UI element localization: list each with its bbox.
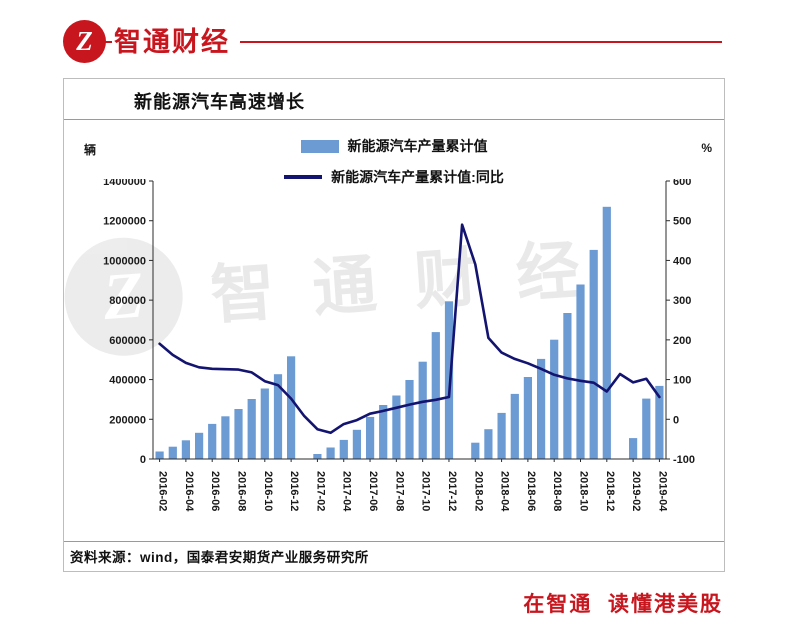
svg-text:2018-02: 2018-02 — [472, 471, 484, 511]
svg-text:2017-02: 2017-02 — [314, 471, 326, 511]
svg-text:200: 200 — [673, 335, 691, 347]
svg-text:2018-08: 2018-08 — [551, 471, 563, 511]
legend-bar-label: 新能源汽车产量累计值 — [347, 138, 488, 154]
svg-text:500: 500 — [673, 216, 691, 228]
site-slogan: 在智通 读懂港美股 — [523, 593, 723, 616]
svg-text:2018-04: 2018-04 — [499, 471, 511, 512]
svg-text:800000: 800000 — [109, 295, 146, 307]
right-axis-unit: % — [701, 141, 712, 155]
svg-text:2019-04: 2019-04 — [656, 471, 668, 512]
svg-text:2017-06: 2017-06 — [367, 471, 379, 511]
svg-text:2016-12: 2016-12 — [288, 471, 300, 511]
svg-text:400: 400 — [673, 255, 691, 267]
svg-text:200000: 200000 — [109, 414, 146, 426]
legend-line-swatch — [284, 175, 323, 179]
svg-text:0: 0 — [673, 414, 679, 426]
svg-text:1000000: 1000000 — [103, 255, 146, 267]
chart-legend: 新能源汽车产量累计值 新能源汽车产量累计值:同比 — [64, 136, 724, 187]
left-axis-unit: 辆 — [84, 143, 97, 157]
svg-text:2018-10: 2018-10 — [578, 471, 590, 511]
title-rule — [64, 119, 724, 120]
svg-text:600: 600 — [673, 179, 691, 188]
svg-text:300: 300 — [673, 295, 691, 307]
chart-title: 新能源汽车高速增长 — [134, 92, 305, 112]
svg-text:600000: 600000 — [109, 335, 146, 347]
source-note: 资料来源：wind，国泰君安期货产业服务研究所 — [70, 550, 369, 565]
brand-name: 智通财经 — [112, 25, 240, 59]
svg-text:1200000: 1200000 — [103, 216, 146, 228]
svg-text:2018-06: 2018-06 — [525, 471, 537, 511]
svg-text:2019-02: 2019-02 — [630, 471, 642, 511]
svg-text:2016-02: 2016-02 — [157, 471, 169, 511]
svg-text:2017-12: 2017-12 — [446, 471, 458, 511]
svg-text:2016-08: 2016-08 — [236, 471, 248, 511]
svg-text:400000: 400000 — [109, 375, 146, 387]
brand-divider-line — [65, 41, 722, 43]
legend-item-line: 新能源汽车产量累计值:同比 — [284, 167, 504, 187]
svg-text:2016-10: 2016-10 — [262, 471, 274, 511]
svg-text:-100: -100 — [673, 454, 695, 466]
chart-panel: Z 智通财经 新能源汽车高速增长 辆 % 新能源汽车产量累计值 新能源汽车产量累… — [60, 78, 725, 572]
legend-item-bar: 新能源汽车产量累计值 — [300, 136, 488, 156]
legend-line-label: 新能源汽车产量累计值:同比 — [331, 169, 504, 185]
chart-plot-area: 0 200000 400000 600000 800000 1000000 1200000 1… — [103, 179, 695, 512]
svg-text:1400000: 1400000 — [103, 179, 146, 188]
svg-text:100: 100 — [673, 375, 691, 387]
svg-text:2017-08: 2017-08 — [393, 471, 405, 511]
legend-bar-swatch — [300, 139, 339, 153]
svg-text:2017-10: 2017-10 — [420, 471, 432, 511]
source-rule — [64, 541, 724, 542]
brand-logo-icon: Z — [63, 20, 106, 63]
svg-text:2017-04: 2017-04 — [341, 471, 353, 512]
brand-logo-letter: Z — [76, 26, 93, 56]
svg-text:2018-12: 2018-12 — [604, 471, 616, 511]
svg-text:2016-04: 2016-04 — [183, 471, 195, 512]
svg-text:2016-06: 2016-06 — [209, 471, 221, 511]
svg-text:0: 0 — [140, 454, 146, 466]
